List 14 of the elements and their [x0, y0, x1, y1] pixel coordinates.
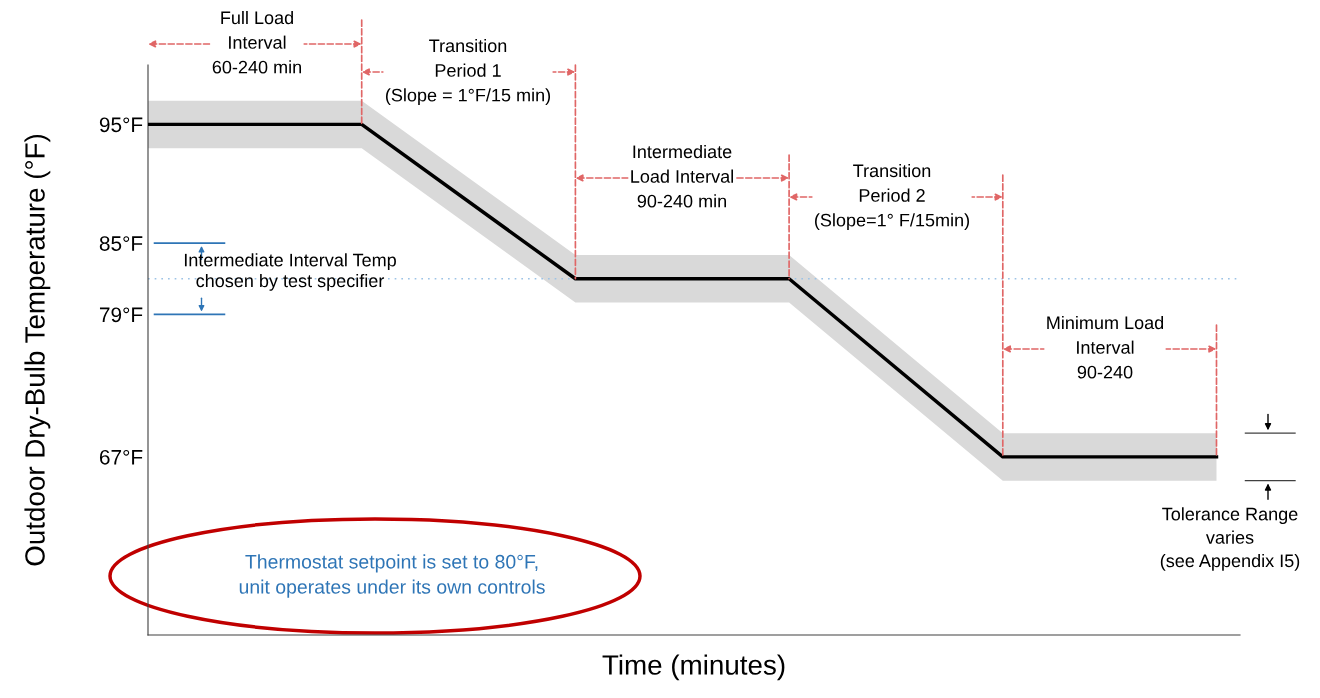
annotation: Intermediate Interval Temp chosen by test specifier	[184, 253, 396, 291]
x-axis-title: Time (minutes)	[602, 654, 785, 681]
y-tick-label: 85°F	[99, 236, 143, 251]
annotation: Tolerance Range varies (see Appendix I5)	[1160, 507, 1300, 571]
annotation: Thermostat setpoint is set to 80°F, unit operates under its own controls	[239, 554, 545, 598]
annotation: Minimum Load Interval 90-240	[1047, 315, 1164, 379]
y-axis-title: Outdoor Dry-Bulb Temperature (°F)	[24, 134, 51, 566]
annotation: Transition Period 2 (Slope=1° F/15min)	[815, 163, 970, 231]
y-tick-label: 67°F	[99, 449, 143, 465]
annotation: Full Load Interval 60-240 min	[212, 10, 301, 74]
annotation: Intermediate Load Interval 90-240 min	[631, 144, 733, 208]
y-tick-label: 95°F	[99, 117, 143, 133]
annotation: Transition Period 1 (Slope = 1°F/15 min)	[385, 38, 551, 106]
y-tick-label: 79°F	[99, 307, 143, 323]
